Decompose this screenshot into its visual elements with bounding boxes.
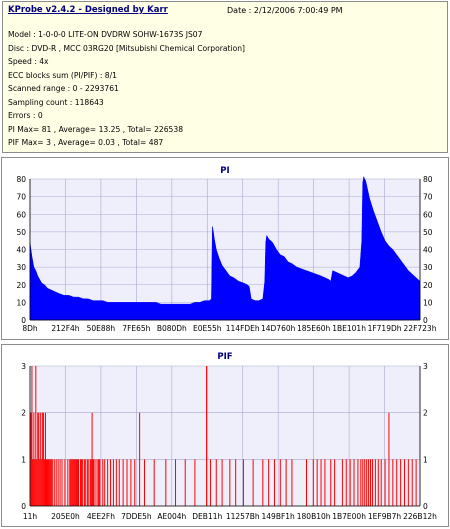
pi-xtick-label: 1F719Dh xyxy=(368,324,402,333)
info-model: Model : 1-0-0-0 LITE-ON DVDRW SOHW-1673S… xyxy=(8,30,203,39)
pi-ytick-left: 70 xyxy=(16,193,26,202)
pif-ytick-left: 0 xyxy=(21,502,26,511)
pif-ytick-right: 1 xyxy=(423,455,428,464)
pi-ytick-right: 10 xyxy=(423,298,433,307)
pif-xtick-label: 205E0h xyxy=(51,512,80,521)
pi-xtick-label: 50E88h xyxy=(87,324,116,333)
pif-xtick-label: 180B10h xyxy=(297,512,331,521)
scan-date: Date : 2/12/2006 7:00:49 PM xyxy=(227,6,343,15)
pi-xtick-label: E0E55h xyxy=(193,324,222,333)
pi-ytick-right: 0 xyxy=(423,316,428,325)
pi-ytick-left: 20 xyxy=(16,281,26,290)
pi-chart-title: PI xyxy=(220,166,229,176)
pi-ytick-right: 30 xyxy=(423,263,433,272)
pi-ytick-right: 70 xyxy=(423,193,433,202)
pi-ytick-left: 40 xyxy=(16,246,26,255)
pi-ytick-left: 10 xyxy=(16,298,26,307)
info-ecc-blocks: ECC blocks sum (PI/PIF) : 8/1 xyxy=(8,70,118,80)
pif-ytick-right: 0 xyxy=(423,502,428,511)
info-errors: Errors : 0 xyxy=(8,111,43,120)
pif-xtick-label: AE004h xyxy=(157,512,186,521)
pi-ytick-right: 50 xyxy=(423,228,433,237)
pif-xtick-label: 1B7E00h xyxy=(332,512,366,521)
pi-xtick-label: 7FE65h xyxy=(122,324,150,333)
pi-xtick-label: 22F723h xyxy=(404,324,437,333)
pif-xtick-label: 11h xyxy=(23,512,38,521)
pif-xtick-label: 11257Bh xyxy=(226,512,260,521)
pif-ytick-right: 2 xyxy=(423,409,428,418)
info-scanned-range: Scanned range : 0 - 2293761 xyxy=(8,84,119,93)
pif-xtick-label: 7DDE5h xyxy=(121,512,152,521)
scan-info-list: Model : 1-0-0-0 LITE-ON DVDRW SOHW-1673S… xyxy=(8,28,245,150)
pi-xtick-label: 185E60h xyxy=(297,324,331,333)
info-pif-summary: PIF Max= 3 , Average= 0.03 , Total= 487 xyxy=(8,138,164,147)
pi-xtick-label: 8Dh xyxy=(22,324,38,333)
pi-ytick-left: 0 xyxy=(21,316,26,325)
pif-xtick-label: 1EF9B7h xyxy=(368,512,402,521)
pi-ytick-left: 50 xyxy=(16,228,26,237)
pif-xtick-label: 226B12h xyxy=(403,512,437,521)
pi-ytick-left: 80 xyxy=(16,175,26,184)
info-sampling-count: Sampling count : 118643 xyxy=(8,97,104,107)
info-pi-summary: PI Max= 81 , Average= 13.25 , Total= 226… xyxy=(8,124,184,134)
info-disc: Disc : DVD-R , MCC 03RG20 [Mitsubishi Ch… xyxy=(8,43,246,53)
info-speed: Speed : 4x xyxy=(8,57,49,66)
pi-ytick-left: 30 xyxy=(16,263,26,272)
pif-xtick-label: 149BF1h xyxy=(262,512,296,521)
pi-max-point xyxy=(363,176,365,178)
pi-xtick-label: 1BE101h xyxy=(332,324,366,333)
pi-series-area xyxy=(29,176,421,321)
info-panel: KProbe v2.4.2 - Designed by Karr Date : … xyxy=(2,1,448,153)
pi-ytick-right: 80 xyxy=(423,175,433,184)
pi-xtick-label: B080Dh xyxy=(157,324,187,333)
app-title: KProbe v2.4.2 - Designed by Karr xyxy=(8,5,168,15)
pi-ytick-right: 20 xyxy=(423,281,433,290)
pi-ytick-right: 60 xyxy=(423,210,433,219)
pif-xtick-label: DEB11h xyxy=(192,512,222,521)
pif-ytick-left: 2 xyxy=(21,409,26,418)
pif-ytick-left: 3 xyxy=(21,362,26,371)
pi-xtick-label: 212F4h xyxy=(51,324,79,333)
pi-ytick-right: 40 xyxy=(423,246,433,255)
pif-ytick-left: 1 xyxy=(21,455,26,464)
pif-xtick-label: 4EE2Fh xyxy=(87,512,115,521)
pif-plot-area xyxy=(30,366,420,506)
pi-ytick-left: 60 xyxy=(16,210,26,219)
pif-chart-title: PIF xyxy=(217,352,232,362)
pi-xtick-label: 114FDEh xyxy=(226,324,260,333)
pi-xtick-label: 14D760h xyxy=(261,324,296,333)
pif-ytick-right: 3 xyxy=(423,362,428,371)
